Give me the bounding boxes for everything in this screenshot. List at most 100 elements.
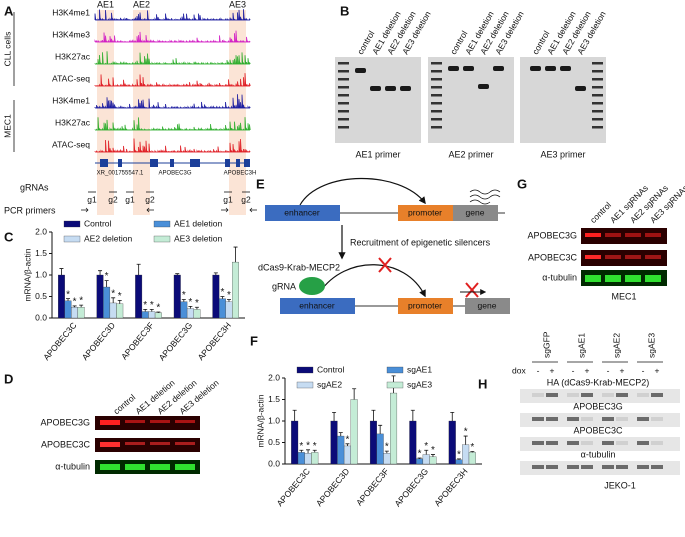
bar xyxy=(291,420,299,465)
block-x xyxy=(465,282,479,298)
grna-label: g2 xyxy=(145,194,155,204)
blot-band xyxy=(567,441,579,445)
error-bar xyxy=(470,451,475,453)
gel-label: AE1 primer xyxy=(355,149,400,159)
ladder-band xyxy=(338,126,349,129)
track-label: ATAC-seq xyxy=(52,73,90,83)
element-label: promoter xyxy=(408,300,442,310)
blot-band xyxy=(150,420,170,423)
error-bar xyxy=(220,296,225,299)
legend-swatch xyxy=(153,235,171,243)
bar xyxy=(116,303,124,319)
ladder-band xyxy=(338,102,349,105)
blot-band xyxy=(581,441,593,445)
primer-arrow xyxy=(146,207,154,213)
blot-band xyxy=(546,393,558,397)
ladder-band xyxy=(592,70,603,73)
blot-band xyxy=(100,464,120,470)
blot-band xyxy=(125,442,145,445)
significance-mark: * xyxy=(345,434,349,445)
blot xyxy=(520,461,680,475)
ladder-band xyxy=(431,110,442,113)
ladder-band xyxy=(592,86,603,89)
y-tick-label: 1.0 xyxy=(35,269,47,279)
gel-band xyxy=(448,66,459,71)
blot-band xyxy=(637,393,649,397)
error-bar xyxy=(378,424,383,434)
error-bar xyxy=(149,309,154,312)
significance-mark: * xyxy=(156,303,160,314)
error-bar xyxy=(384,450,389,454)
legend-swatch xyxy=(63,235,81,243)
gel xyxy=(428,57,514,143)
bar xyxy=(337,435,345,465)
bar xyxy=(173,274,181,319)
error-bar xyxy=(456,458,461,460)
blot-band xyxy=(532,417,544,421)
bar xyxy=(180,301,188,319)
track-label: H3K27ac xyxy=(55,117,91,127)
row-label: HA (dCas9-Krab-MECP2) xyxy=(547,377,650,387)
significance-mark: * xyxy=(313,441,317,452)
blot-band xyxy=(585,255,601,259)
primer-arrow xyxy=(249,207,257,213)
dox-sign: + xyxy=(655,365,660,375)
exon xyxy=(225,159,230,167)
promoter-box xyxy=(398,298,453,314)
exon xyxy=(100,159,108,167)
blot-band xyxy=(125,420,145,423)
legend-swatch xyxy=(63,220,81,228)
error-bar xyxy=(143,309,148,312)
gel-band xyxy=(355,68,366,73)
group-label: MEC1 xyxy=(2,114,12,138)
enhancer-box xyxy=(265,205,340,221)
ladder-band xyxy=(338,110,349,113)
grna-label: g2 xyxy=(108,194,118,204)
blot-band xyxy=(625,233,641,237)
error-bar xyxy=(156,311,161,313)
legend-label: AE3 deletion xyxy=(174,233,222,243)
significance-mark: * xyxy=(299,441,303,452)
bar xyxy=(448,420,456,465)
ladder-band xyxy=(592,78,603,81)
gene-label: APOBEC3G xyxy=(158,171,191,177)
y-tick-label: 0.5 xyxy=(268,437,280,447)
significance-mark: * xyxy=(150,300,154,311)
loop-arrow xyxy=(319,264,426,298)
blot xyxy=(581,228,667,244)
gel xyxy=(335,57,421,143)
blot-band xyxy=(175,420,195,423)
ladder-band xyxy=(592,126,603,129)
bar xyxy=(390,392,398,465)
error-bar xyxy=(98,270,103,275)
exon xyxy=(118,159,122,167)
error-bar xyxy=(79,304,84,308)
bar xyxy=(103,286,111,319)
grna-label: g1 xyxy=(223,194,233,204)
blot xyxy=(95,416,200,430)
error-bar xyxy=(450,412,455,421)
gel-band xyxy=(385,86,396,91)
legend-label: sgAE3 xyxy=(407,379,432,389)
bar xyxy=(429,456,437,465)
gel-band xyxy=(575,86,586,91)
blot-band xyxy=(567,393,579,397)
panel-letter: G xyxy=(517,176,527,191)
blot-band xyxy=(616,441,628,445)
bar xyxy=(383,453,391,465)
bar xyxy=(350,399,358,465)
significance-mark: * xyxy=(220,287,224,298)
dox-sign: - xyxy=(537,365,540,375)
bar xyxy=(422,454,430,465)
exon xyxy=(170,159,174,167)
gel-band xyxy=(400,86,411,91)
bar xyxy=(409,420,417,465)
y-tick-label: 0.0 xyxy=(35,312,47,322)
blot-band xyxy=(175,442,195,445)
region-label: AE1 xyxy=(97,0,114,9)
row-label: α-tubulin xyxy=(55,461,90,471)
exon xyxy=(236,159,240,167)
ladder-band xyxy=(338,62,349,65)
blot-band xyxy=(581,417,593,421)
